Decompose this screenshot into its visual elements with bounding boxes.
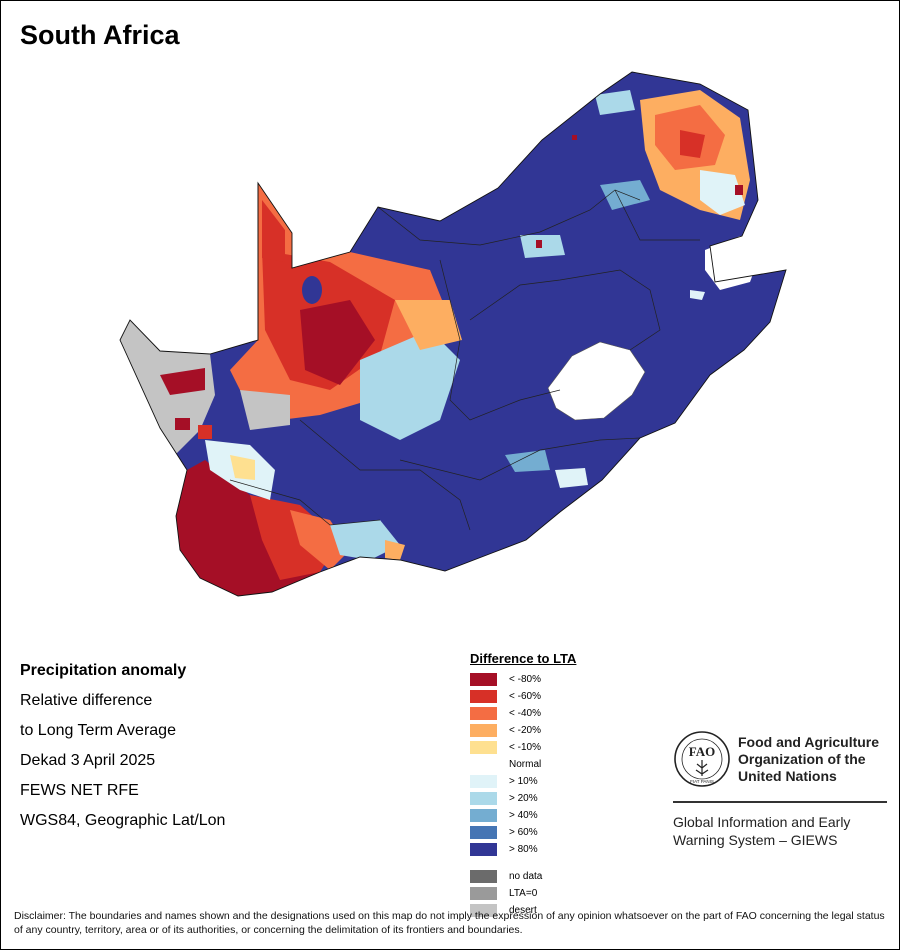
giews-line-2: Warning System – GIEWS <box>673 832 838 848</box>
legend-swatch <box>470 758 497 771</box>
legend-title: Difference to LTA <box>470 651 577 666</box>
divider <box>673 801 887 803</box>
legend-label: < -10% <box>509 742 541 753</box>
legend-label: < -60% <box>509 691 541 702</box>
legend: Difference to LTA < -80% < -60% < -40% < -2… <box>470 651 576 920</box>
legend-item: Normal <box>470 757 576 774</box>
info-line-2: to Long Term Average <box>20 722 176 739</box>
legend-swatch <box>470 673 497 686</box>
legend-label: < -40% <box>509 708 541 719</box>
info-line-3: Dekad 3 April 2025 <box>20 752 156 769</box>
legend-item: no data <box>470 869 576 886</box>
map-info: Precipitation anomaly Relative differenc… <box>20 656 225 836</box>
legend-swatch <box>470 870 497 883</box>
map-title: South Africa <box>20 20 180 50</box>
legend-label: > 10% <box>509 776 538 787</box>
legend-label: Normal <box>509 759 542 770</box>
legend-item: < -80% <box>470 672 576 689</box>
legend-item: < -10% <box>470 740 576 757</box>
fao-name: Food and Agriculture Organization of the… <box>738 734 879 785</box>
fao-logo-motto: FIAT PANIS <box>690 779 714 784</box>
fao-name-line-2: Organization of the <box>738 751 866 767</box>
legend-label: < -20% <box>509 725 541 736</box>
legend-item: > 40% <box>470 808 576 825</box>
legend-item: desert <box>470 903 576 920</box>
legend-swatch <box>470 775 497 788</box>
legend-item: > 10% <box>470 774 576 791</box>
giews-line-1: Global Information and Early <box>673 814 851 830</box>
legend-item: LTA=0 <box>470 886 576 903</box>
legend-swatch <box>470 809 497 822</box>
province-boundaries <box>229 189 700 531</box>
legend-swatch <box>470 724 497 737</box>
legend-swatch <box>470 741 497 754</box>
info-line-5: WGS84, Geographic Lat/Lon <box>20 812 226 829</box>
legend-label: LTA=0 <box>509 888 538 899</box>
legend-swatch <box>470 843 497 856</box>
legend-item: > 80% <box>470 842 576 859</box>
fao-name-line-1: Food and Agriculture <box>738 734 880 750</box>
info-line-4: FEWS NET RFE <box>20 782 139 799</box>
giews-label: Global Information and Early Warning Sys… <box>673 813 850 849</box>
legend-label: no data <box>509 871 543 882</box>
info-line-1: Relative difference <box>20 692 153 709</box>
legend-item: < -60% <box>470 689 576 706</box>
fao-logo: FAO FIAT PANIS <box>674 731 730 787</box>
legend-label: > 40% <box>509 810 538 821</box>
legend-swatch <box>470 707 497 720</box>
legend-swatch <box>470 792 497 805</box>
legend-swatch <box>470 826 497 839</box>
lesotho-area <box>547 341 646 421</box>
anomaly-raster <box>120 72 786 596</box>
disclaimer: Disclaimer: The boundaries and names sho… <box>14 910 885 936</box>
fao-logo-text: FAO <box>689 744 715 759</box>
legend-extra-items: no data LTA=0 desert <box>470 869 576 920</box>
fao-name-line-3: United Nations <box>738 768 837 784</box>
info-heading: Precipitation anomaly <box>20 662 187 679</box>
legend-item: > 20% <box>470 791 576 808</box>
legend-swatch <box>470 887 497 900</box>
precipitation-map <box>119 71 787 597</box>
legend-label: < -80% <box>509 674 541 685</box>
legend-item: < -20% <box>470 723 576 740</box>
legend-item: > 60% <box>470 825 576 842</box>
legend-swatch <box>470 904 497 917</box>
legend-label: > 80% <box>509 844 538 855</box>
legend-label: > 20% <box>509 793 538 804</box>
legend-swatch <box>470 690 497 703</box>
country-outline <box>119 71 787 597</box>
legend-label: > 60% <box>509 827 538 838</box>
legend-items: < -80% < -60% < -40% < -20% < -10% Normal > 10… <box>470 672 576 859</box>
legend-label: desert <box>509 905 537 916</box>
legend-item: < -40% <box>470 706 576 723</box>
